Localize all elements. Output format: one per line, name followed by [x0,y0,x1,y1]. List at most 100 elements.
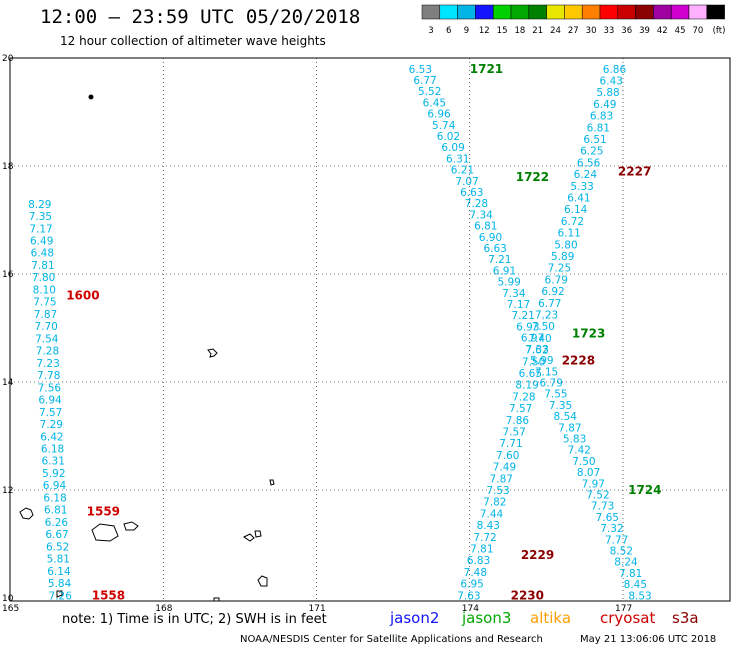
wave-height-value: 6.83 [467,555,490,567]
track-1721-1724: 6.536.775.526.456.965.746.026.096.316.21… [409,64,652,602]
axis-labels: 165 168 171 174 177 20 18 16 14 12 10 [2,54,632,612]
scale-label: 3 [428,26,433,36]
pass-time-label: 1723 [572,326,605,340]
wave-height-value: 6.81 [474,221,497,233]
wave-height-value: 7.25 [548,263,571,275]
wave-height-value: 6.63 [483,243,506,255]
scale-label: 27 [568,26,579,36]
pass-time-label: 1558 [92,588,125,602]
wave-height-value: 7.34 [469,209,493,221]
island [213,597,220,602]
wave-height-value: 6.24 [574,169,598,181]
island [207,348,218,358]
wave-height-value: 6.83 [590,111,613,123]
lon-tick-label: 177 [615,604,632,612]
wave-height-value: 8.29 [28,199,51,211]
wave-height-value: 7.32 [600,523,623,535]
lon-tick-label: 171 [309,604,326,612]
wave-height-value: 6.67 [45,529,68,541]
wave-height-value: 7.73 [591,501,614,513]
wave-height-value: 6.14 [564,204,588,216]
wave-height-value: 7.60 [496,450,519,462]
wave-height-value: 6.79 [540,377,563,389]
wave-height-value: 7.21 [488,254,511,266]
wave-height-value: 7.50 [532,321,555,333]
wave-height-value: 7.17 [507,299,530,311]
wave-height-value: 7.40 [528,333,551,345]
wave-height-value: 6.97 [521,333,544,345]
credit: NOAA/NESDIS Center for Satellite Applica… [240,634,543,645]
wave-height-value: 7.80 [32,272,55,284]
wave-height-value: 8.43 [477,520,500,532]
wave-height-value: 6.93 [516,321,539,333]
wave-height-value: 7.28 [36,346,59,358]
wave-height-value: 5.99 [497,277,520,289]
map-frame [9,57,731,602]
scale-label: 45 [675,26,686,36]
scale-label: 6 [446,26,451,36]
wave-height-value: 7.82 [483,497,506,509]
wave-height-value: 7.81 [470,544,493,556]
altimeter-tracks: 8.297.357.176.496.487.817.808.107.757.87… [28,64,652,602]
wave-height-value: 8.10 [33,284,56,296]
wave-height-value: 6.90 [479,232,502,244]
wave-height-value: 6.92 [541,286,564,298]
wave-height-value: 6.18 [41,443,64,455]
wave-height-value: 5.33 [570,181,593,193]
pass-time-label: 2227 [618,164,651,178]
wave-height-value: 6.77 [413,75,436,87]
wave-height-value: 6.86 [603,64,627,76]
wave-height-value: 6.65 [519,368,542,380]
legend-jason2: jason2 [390,609,440,627]
wave-height-value: 5.81 [47,554,70,566]
scale-label: 36 [621,26,632,36]
wave-height-value: 7.15 [535,366,558,378]
color-scale: 3 6 9 12 15 18 21 24 27 30 33 36 39 42 45 70 (ft) [421,4,725,36]
wave-height-value: 7.70 [34,321,57,333]
wave-height-value: 6.79 [545,274,568,286]
wave-height-value: 7.72 [473,532,496,544]
wave-height-value: 7.54 [35,333,59,345]
wave-height-value: 6.91 [493,265,516,277]
wave-height-value: 7.07 [455,176,478,188]
wave-height-value: 8.53 [628,590,651,602]
wave-height-value: 7.63 [457,590,480,602]
wave-height-value: 8.52 [610,545,633,557]
wave-height-value: 7.35 [29,211,52,223]
lat-tick-label: 16 [2,270,14,280]
island [257,575,268,587]
scale-swatch [706,4,725,20]
wave-height-value: 6.11 [557,228,580,240]
lat-tick-label: 14 [2,378,14,388]
wave-height-value: 7.57 [502,427,525,439]
scale-label: 15 [497,26,508,36]
pass-time-label: 2228 [562,353,595,367]
island [254,530,262,538]
track-2227-2230: 6.866.435.886.496.836.816.516.256.566.24… [457,64,627,602]
wave-height-value: 7.50 [572,456,595,468]
wave-height-value: 6.63 [460,187,483,199]
wave-height-value: 7.34 [502,288,526,300]
track-1600-1558: 8.297.357.176.496.487.817.808.107.757.87… [28,199,72,602]
wave-height-value: 7.86 [506,415,530,427]
island [269,479,275,486]
wave-height-value: 7.42 [568,445,591,457]
wave-height-value: 8.24 [614,557,638,569]
wave-height-value: 7.50 [522,356,545,368]
lon-tick-label: 165 [2,604,19,612]
wave-height-value: 6.41 [567,193,590,205]
wave-height-value: 7.65 [596,512,619,524]
scale-label: 9 [464,26,469,36]
wave-height-value: 7.81 [31,260,54,272]
legend-jason3: jason3 [462,609,512,627]
lat-tick-label: 12 [2,486,13,496]
wave-height-value: 7.56 [38,382,62,394]
wave-height-value: 6.48 [31,248,54,260]
wave-height-value: 8.54 [554,411,578,423]
map-title: 12:00 – 23:59 UTC 05/20/2018 [40,6,361,28]
wave-height-value: 7.81 [619,568,642,580]
wave-height-value: 7.35 [549,400,572,412]
wave-height-value: 7.87 [490,473,513,485]
wave-height-value: 6.31 [446,153,469,165]
